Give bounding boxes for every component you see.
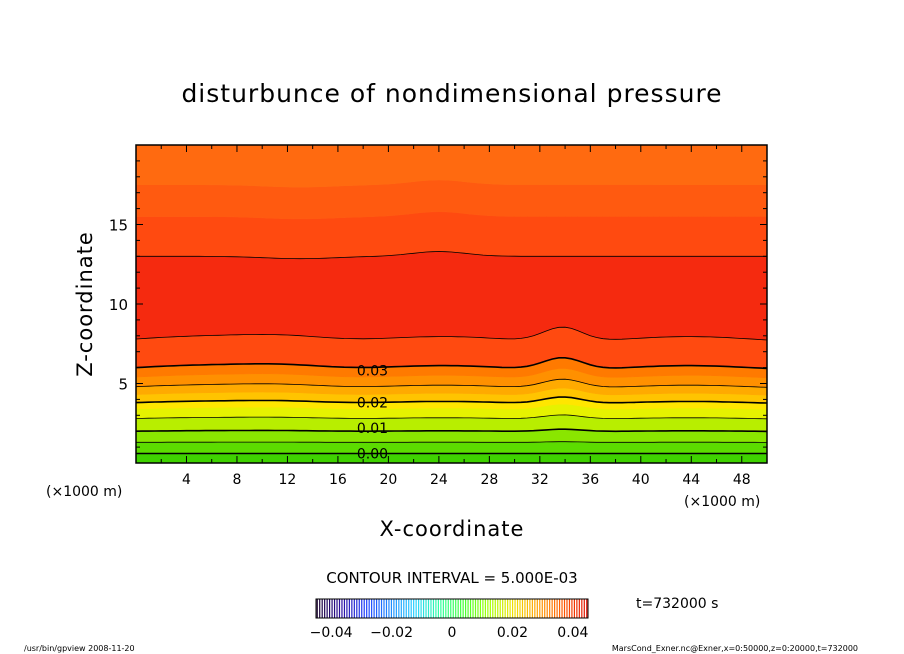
x-tick-label: 4 xyxy=(182,472,191,488)
colorbar-ticks: −0.04 −0.02 0 0.02 0.04 xyxy=(310,625,589,641)
x-axis-unit-left: (×1000 m) xyxy=(46,484,122,500)
contour-interval-label: CONTOUR INTERVAL = 5.000E-03 xyxy=(326,569,577,587)
contour-lines xyxy=(136,251,767,455)
colorbar-frame xyxy=(315,598,589,619)
colorbar-tick-label: −0.04 xyxy=(310,625,353,641)
contour-line xyxy=(136,441,767,443)
footer-left: /usr/bin/gpview 2008-11-20 xyxy=(24,644,135,653)
contour-label: 0.02 xyxy=(357,395,388,411)
colorbar-tick-label: 0.02 xyxy=(497,625,528,641)
contour-line xyxy=(136,326,767,341)
y-axis-ticks: 5 10 15 xyxy=(109,160,767,448)
contour-line xyxy=(136,357,767,370)
x-tick-label: 24 xyxy=(430,472,448,488)
color-fill-layer xyxy=(136,145,767,463)
x-axis-label: X-coordinate xyxy=(380,517,525,541)
x-tick-label: 32 xyxy=(531,472,549,488)
contour-label-layer: 0.00 0.01 0.02 0.03 xyxy=(357,364,388,463)
contour-line xyxy=(136,414,767,420)
contour-line xyxy=(136,251,767,260)
contour-label: 0.01 xyxy=(357,421,388,437)
x-tick-label: 8 xyxy=(232,472,241,488)
colorbar-tick-label: 0 xyxy=(448,625,457,641)
x-tick-label: 28 xyxy=(480,472,498,488)
x-axis-unit-right: (×1000 m) xyxy=(684,494,760,510)
x-tick-label: 48 xyxy=(733,472,751,488)
x-axis-ticks: 4 8 12 16 20 24 28 32 36 40 44 48 xyxy=(160,145,751,488)
contour-line xyxy=(136,396,767,404)
contour-label: 0.03 xyxy=(357,364,388,380)
x-tick-label: 16 xyxy=(329,472,347,488)
contour-line xyxy=(136,428,767,433)
x-tick-label: 36 xyxy=(581,472,599,488)
colorbar xyxy=(316,599,588,618)
time-label: t=732000 s xyxy=(636,596,718,612)
color-band xyxy=(136,145,767,188)
x-tick-label: 40 xyxy=(632,472,650,488)
contour-line xyxy=(136,378,767,388)
footer-right: MarsCond_Exner.nc@Exner,x=0:50000,z=0:20… xyxy=(612,644,858,653)
chart-title: disturbunce of nondimensional pressure xyxy=(181,79,722,108)
y-axis-label: Z-coordinate xyxy=(73,231,97,377)
contour-label: 0.00 xyxy=(357,446,388,462)
colorbar-tick-label: −0.02 xyxy=(370,625,413,641)
x-tick-label: 12 xyxy=(279,472,297,488)
y-tick-label: 10 xyxy=(109,296,128,314)
y-tick-label: 5 xyxy=(118,376,128,394)
x-tick-label: 20 xyxy=(379,472,397,488)
color-band xyxy=(136,251,767,341)
colorbar-tick-label: 0.04 xyxy=(557,625,588,641)
y-tick-label: 15 xyxy=(109,217,128,235)
color-band xyxy=(136,441,767,454)
x-tick-label: 44 xyxy=(682,472,700,488)
